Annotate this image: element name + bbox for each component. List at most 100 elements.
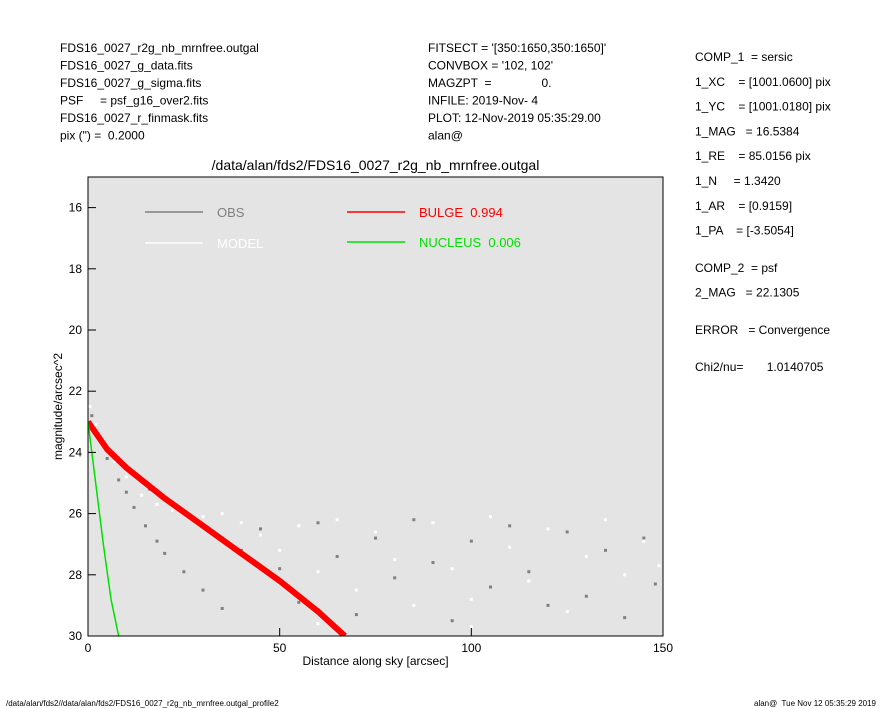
obs-point (170, 509, 174, 513)
obs-point (140, 493, 144, 497)
header-line: CONVBOX = '102, 102' (428, 59, 553, 73)
obs-point (469, 597, 473, 601)
fit-param: 2_MAG = 22.1305 (695, 286, 800, 300)
obs-point (94, 423, 98, 427)
obs-point (393, 558, 397, 561)
y-tick-label: 18 (69, 262, 83, 276)
obs-point (88, 405, 92, 408)
fit-param: 1_YC = [1001.0180] pix (695, 100, 831, 114)
obs-point (90, 414, 94, 418)
obs-point (297, 524, 301, 528)
y-tick-label: 30 (69, 629, 83, 643)
obs-point (316, 622, 320, 626)
obs-point (469, 625, 473, 629)
obs-point (163, 551, 167, 555)
plot-area (88, 177, 663, 636)
y-axis-label: magnitude/arcsec^2 (51, 353, 65, 460)
obs-point (354, 613, 358, 617)
fit-param: 1_MAG = 16.5384 (695, 124, 800, 138)
plot-frame (87, 176, 664, 637)
obs-point (144, 524, 147, 528)
obs-point (316, 570, 320, 574)
obs-point (316, 521, 320, 525)
y-tick-label: 20 (69, 323, 83, 337)
fit-param: COMP_1 = sersic (695, 50, 793, 64)
obs-point (604, 548, 607, 552)
obs-point (623, 616, 627, 620)
obs-point (201, 515, 205, 519)
obs-point (565, 530, 569, 534)
obs-point (431, 521, 435, 525)
header-line: FDS16_0027_r_finmask.fits (60, 111, 208, 125)
obs-point (354, 588, 358, 592)
plot (88, 405, 661, 636)
obs-point (450, 619, 454, 623)
header-line: INFILE: 2019-Nov- 4 (428, 94, 538, 108)
obs-point (239, 521, 243, 525)
obs-point (393, 576, 397, 580)
obs-point (657, 564, 661, 568)
fit-param: 1_RE = 85.0156 pix (695, 149, 811, 163)
header-line: FDS16_0027_g_data.fits (60, 59, 193, 73)
footer-right: alan@ Tue Nov 12 05:35:29 2019 (754, 699, 877, 708)
obs-point (259, 527, 262, 531)
obs-point (642, 539, 646, 543)
fit-param: Chi2/nu= 1.0140705 (695, 360, 824, 374)
y-tick-label: 28 (69, 568, 83, 582)
obs-point (220, 606, 224, 610)
obs-point (527, 570, 531, 574)
legend-label: NUCLEUS 0.006 (419, 235, 521, 250)
obs-point (297, 600, 301, 604)
obs-point (335, 554, 339, 558)
obs-point (117, 478, 121, 482)
obs-point (653, 582, 657, 586)
fit-param: 1_N = 1.3420 (695, 174, 781, 188)
obs-point (124, 490, 128, 494)
obs-point (450, 567, 454, 571)
obs-point (412, 518, 416, 522)
obs-point (527, 579, 531, 583)
x-tick-label: 50 (273, 641, 287, 655)
header-line: pix (") = 0.2000 (60, 129, 145, 143)
fit-param: 1_PA = [-3.5054] (695, 224, 794, 238)
obs-point (335, 518, 339, 522)
fit-param: 1_XC = [1001.0600] pix (695, 75, 831, 89)
obs-point (508, 545, 512, 549)
header-line: FDS16_0027_g_sigma.fits (60, 76, 201, 90)
fit-param: 1_AR = [0.9159] (695, 199, 792, 213)
obs-point (278, 567, 282, 571)
obs-point (489, 515, 492, 519)
obs-point (584, 554, 588, 558)
obs-point (546, 527, 550, 531)
header-line: alan@ (428, 129, 463, 143)
obs-point (132, 505, 136, 509)
obs-point (182, 570, 186, 574)
obs-point (105, 457, 109, 461)
obs-point (623, 573, 627, 577)
profile-line (88, 421, 120, 636)
obs-point (412, 603, 416, 607)
obs-point (469, 539, 473, 543)
y-tick-label: 16 (69, 201, 83, 215)
x-tick-label: 150 (653, 641, 673, 655)
y-tick-label: 24 (69, 445, 83, 459)
obs-point (374, 530, 377, 534)
legend-label: OBS (217, 205, 245, 220)
obs-point (642, 536, 646, 540)
obs-point (584, 594, 588, 598)
fit-param: COMP_2 = psf (695, 261, 778, 275)
obs-point (431, 561, 435, 565)
x-tick-label: 100 (461, 641, 481, 655)
footer-left: /data/alan/fds2//data/alan/fds2/FDS16_00… (6, 699, 279, 708)
obs-point (374, 536, 377, 540)
obs-point (259, 533, 262, 537)
legend-label: MODEL (217, 236, 263, 251)
header-line: PLOT: 12-Nov-2019 05:35:29.00 (428, 111, 601, 125)
obs-point (124, 475, 128, 479)
header-line: PSF = psf_g16_over2.fits (60, 94, 208, 108)
chart-title: /data/alan/fds2/FDS16_0027_r2g_nb_mrnfre… (212, 157, 540, 173)
obs-point (278, 548, 282, 552)
obs-point (155, 502, 159, 506)
obs-point (155, 539, 159, 543)
